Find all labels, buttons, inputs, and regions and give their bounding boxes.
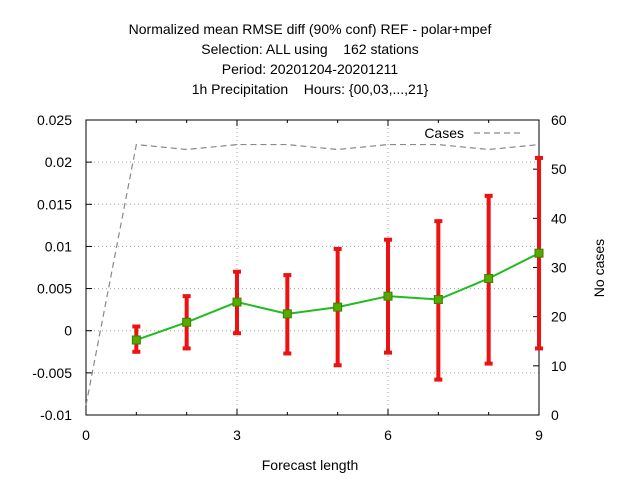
y-tick-label: 0.01 [45, 238, 72, 254]
title-line-2: Selection: ALL using 162 stations [201, 41, 418, 57]
y-tick-label: -0.01 [40, 407, 72, 423]
legend-background [408, 123, 536, 142]
y-tick-label: 0 [64, 323, 72, 339]
data-point [131, 335, 141, 345]
data-point [333, 302, 343, 312]
data-point [383, 291, 393, 301]
y-tick-label: 0.015 [37, 196, 72, 212]
y2-tick-label: 60 [551, 112, 567, 128]
y2-tick-label: 40 [551, 210, 567, 226]
y-tick-label: 0.02 [45, 154, 72, 170]
x-tick-label: 9 [535, 427, 543, 443]
cases-line [85, 143, 540, 406]
grid [86, 120, 539, 415]
title-line-4: 1h Precipitation Hours: {00,03,...,21} [192, 81, 429, 97]
data-point [282, 309, 292, 319]
y2-tick-label: 30 [551, 260, 567, 276]
data-point [433, 295, 443, 305]
axes [85, 119, 540, 416]
rmse-diff-series [131, 248, 544, 345]
y2-tick-label: 0 [551, 407, 559, 423]
y2-tick-label: 20 [551, 309, 567, 325]
x-tick-label: 6 [384, 427, 392, 443]
cases-series [85, 143, 540, 406]
data-point [534, 248, 544, 258]
chart-title: Normalized mean RMSE diff (90% conf) REF… [129, 21, 492, 97]
tick-labels: 0 3 6 9 -0.01 -0.005 0 0.005 0.01 0.015 0.02 0.025 0… [32, 112, 566, 443]
plot-border [85, 119, 540, 416]
y-tick-label: 0.025 [37, 112, 72, 128]
legend: Cases [408, 123, 536, 142]
data-point [182, 317, 192, 327]
y2-tick-label: 50 [551, 161, 567, 177]
y-tick-label: 0.005 [37, 281, 72, 297]
legend-label-cases: Cases [424, 125, 464, 141]
y2-tick-label: 10 [551, 358, 567, 374]
data-point [232, 297, 242, 307]
title-line-3: Period: 20201204-20201211 [222, 61, 399, 77]
data-point [484, 273, 494, 283]
x-tick-label: 0 [82, 427, 90, 443]
x-tick-label: 3 [233, 427, 241, 443]
error-bars [132, 155, 543, 382]
y2-axis-label: No cases [591, 239, 607, 297]
title-line-1: Normalized mean RMSE diff (90% conf) REF… [129, 21, 492, 37]
y-tick-label: -0.005 [32, 365, 72, 381]
x-axis-label: Forecast length [262, 457, 359, 473]
